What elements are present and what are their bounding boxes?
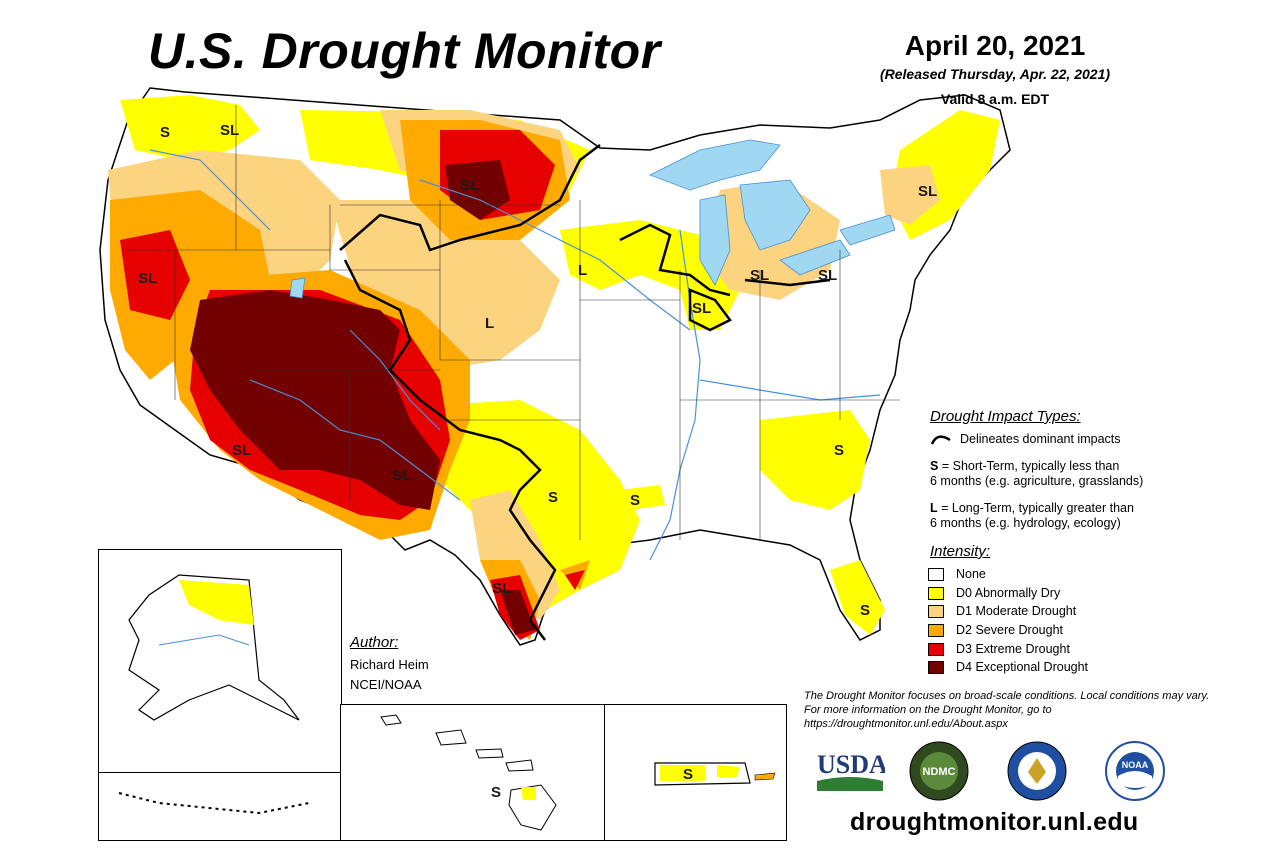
alaska-map (128, 574, 300, 721)
impact-long-term: L = Long-Term, typically greater than 6 … (930, 501, 1134, 531)
label-l-co: L (485, 315, 494, 332)
puerto-rico-map: S (654, 762, 776, 786)
commerce-seal-icon (1007, 741, 1067, 801)
usda-logo-icon: USDA (817, 750, 888, 791)
intensity-title: Intensity: (930, 543, 991, 560)
impact-delineate-row: Delineates dominant impacts (930, 432, 1121, 447)
label-s-tx: S (548, 489, 558, 506)
label-sl-mi: SL (750, 267, 769, 284)
hawaii-map: S (380, 714, 557, 831)
legend-item-d4: D4 Exceptional Drought (928, 659, 1088, 675)
legend-label: D1 Moderate Drought (956, 604, 1077, 618)
label-sl-ny: SL (818, 267, 837, 284)
label-s-hi: S (491, 784, 501, 801)
valid-time: Valid 8 a.m. EDT (940, 91, 1050, 107)
legend-swatch (928, 623, 944, 637)
commerce-logo (1006, 740, 1068, 807)
label-sl-ca: SL (138, 270, 157, 287)
long-term-text2: 6 months (e.g. hydrology, ecology) (930, 516, 1121, 530)
legend-label: D2 Severe Drought (956, 623, 1064, 637)
short-term-key: S (930, 459, 939, 473)
legend-label: None (956, 567, 986, 581)
label-s-la: S (630, 492, 640, 509)
page-title: U.S. Drought Monitor (148, 23, 661, 79)
legend-swatch (928, 586, 944, 600)
legend-swatch (928, 642, 944, 656)
impact-types-title: Drought Impact Types: (930, 408, 1081, 425)
website-link[interactable]: droughtmonitor.unl.edu (850, 808, 1139, 836)
impact-delineate-text: Delineates dominant impacts (960, 432, 1121, 446)
state-borders (125, 105, 900, 540)
alaska-inset (98, 549, 342, 774)
puerto-rico-inset: S (604, 704, 787, 841)
long-term-text: = Long-Term, typically greater than (941, 501, 1134, 515)
map-date: April 20, 2021 (904, 30, 1086, 61)
label-s-wa: S (160, 124, 170, 141)
label-sl-id: SL (220, 122, 239, 139)
disclaimer-note: The Drought Monitor focuses on broad-sca… (804, 690, 1210, 730)
legend-swatch (928, 604, 944, 618)
legend-item-none: None (928, 566, 986, 582)
legend-item-d1: D1 Moderate Drought (928, 603, 1076, 619)
label-l-ia: L (578, 262, 587, 279)
aleutian-inset (98, 772, 342, 841)
author-title: Author: (350, 634, 399, 651)
legend-item-d2: D2 Severe Drought (928, 622, 1063, 638)
label-sl-stx: SL (492, 580, 511, 597)
noaa-logo-icon: NOAA (1105, 741, 1165, 801)
label-sl-ne: SL (918, 183, 937, 200)
usda-text: USDA (817, 750, 885, 779)
label-s-sc: S (834, 442, 844, 459)
label-s-fl: S (860, 602, 870, 619)
noaa-text: NOAA (1122, 760, 1149, 770)
ndmc-text: NDMC (923, 766, 956, 778)
legend-label: D3 Extreme Drought (956, 642, 1070, 656)
label-sl-nd: SL (460, 177, 479, 194)
label-sl-nm: SL (392, 467, 411, 484)
short-term-text2: 6 months (e.g. agriculture, grasslands) (930, 474, 1144, 488)
long-term-key: L (930, 501, 938, 515)
ndmc-logo-icon: NDMC (909, 741, 969, 801)
legend-label: D0 Abnormally Dry (956, 586, 1061, 600)
great-lakes (289, 139, 896, 299)
short-term-text: = Short-Term, typically less than (941, 459, 1120, 473)
label-sl-az: SL (232, 442, 251, 459)
label-s-pr: S (683, 766, 693, 783)
label-sl-il: SL (692, 300, 711, 317)
legend-label: D4 Exceptional Drought (956, 660, 1089, 674)
ndmc-logo: NDMC (908, 740, 970, 807)
legend-item-d0: D0 Abnormally Dry (928, 585, 1060, 601)
impact-lines (339, 144, 831, 641)
delineation-line-icon (930, 434, 951, 445)
release-date: (Released Thursday, Apr. 22, 2021) (879, 66, 1111, 82)
noaa-logo: NOAA (1104, 740, 1166, 807)
impact-short-term: S = Short-Term, typically less than 6 mo… (930, 459, 1143, 489)
usda-logo: USDA (815, 745, 888, 800)
hawaii-inset: S (340, 704, 606, 841)
legend-item-d3: D3 Extreme Drought (928, 641, 1070, 657)
legend-swatch (928, 660, 944, 674)
aleutian-map (118, 792, 310, 815)
author-name: Richard Heim (350, 657, 429, 672)
author-org: NCEI/NOAA (350, 677, 422, 692)
legend-swatch (928, 567, 944, 581)
